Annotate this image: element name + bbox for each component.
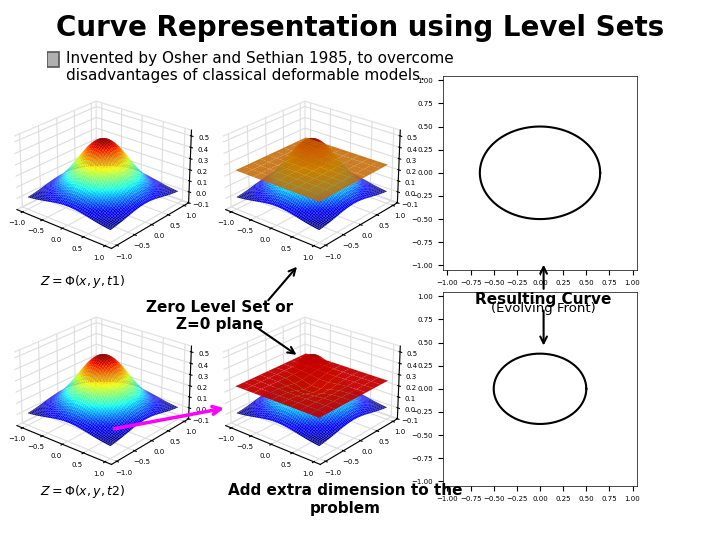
Text: Resulting Curve: Resulting Curve — [475, 292, 612, 307]
Text: Invented by Osher and Sethian 1985, to overcome
disadvantages of classical defor: Invented by Osher and Sethian 1985, to o… — [66, 51, 454, 83]
Text: (Evolving Front): (Evolving Front) — [491, 302, 596, 315]
Text: Add extra dimension to the
problem: Add extra dimension to the problem — [228, 483, 463, 516]
Text: $Z = \Phi(x, y, t2)$: $Z = \Phi(x, y, t2)$ — [40, 483, 125, 500]
Text: Curve Representation using Level Sets: Curve Representation using Level Sets — [56, 14, 664, 42]
Text: $Z = \Phi(x, y, t1)$: $Z = \Phi(x, y, t1)$ — [40, 273, 125, 289]
Text: Zero Level Set or
Z=0 plane: Zero Level Set or Z=0 plane — [146, 300, 293, 332]
